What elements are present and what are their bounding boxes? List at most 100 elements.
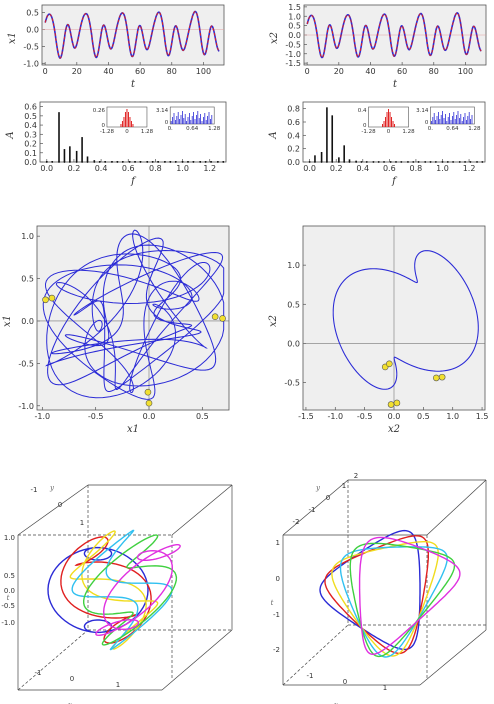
- ts-right-ylabel: x2: [269, 32, 280, 44]
- box3d_right-z-tick: -1: [273, 611, 280, 619]
- box3d_right-x-label: x: [334, 701, 338, 704]
- box3d_right-curve: [324, 535, 429, 655]
- spec_left-inset-phase-ymax: 3.14: [156, 108, 169, 114]
- spec_left-bar-base: [169, 161, 172, 163]
- phase_left-poincare-point: [144, 388, 152, 396]
- spec_right-bar-base: [395, 161, 397, 163]
- spec_left-bar-base: [134, 161, 136, 163]
- phase_left-poincare-point: [211, 313, 219, 321]
- spec-left-ylabel: A: [5, 131, 16, 139]
- spec_right-bar-base: [377, 161, 380, 163]
- box3d_left-x-tick: 0: [70, 675, 74, 683]
- spec_left-inset-amplitude-xtick: 1.28: [141, 129, 154, 135]
- ts-right-xtick-label: 100: [458, 67, 473, 76]
- spec-right-xtick-label: 1.2: [463, 164, 476, 173]
- phase-right-ytick-label: 0.5: [287, 300, 300, 309]
- spec-right-ylabel: A: [268, 131, 279, 139]
- spec_left-bar-base: [93, 161, 96, 163]
- phase-right-axes: -1.5 -1.0 -0.5 0.0 0.5 1.0 1.5 -0.5 0.0 0.5 1.0 x2 x…: [268, 225, 488, 435]
- phase-right-ylabel: x2: [268, 315, 279, 327]
- box3d_right-z-tick: -2: [273, 646, 280, 654]
- spec-right-ytick-label: 0.4: [287, 131, 300, 140]
- spec_left-bar-base: [98, 161, 101, 163]
- phase-right-xtick-label: 1.0: [446, 412, 459, 421]
- spec_right-bar-base: [412, 161, 415, 163]
- spec_right-bar-base: [429, 161, 432, 163]
- spec_right-bar-base: [476, 161, 478, 163]
- box3d_right-curve: [319, 529, 421, 651]
- spec_right-bar-base: [469, 161, 472, 163]
- box3d_left-z-tick: -1.0: [1, 619, 15, 627]
- spec_left-bar-base: [222, 161, 225, 163]
- phase-left-ytick-label: 0.5: [21, 275, 34, 284]
- box3d_left-x-tick: 1: [116, 681, 120, 689]
- spec_left-bar-base: [51, 161, 54, 163]
- phase-right-xtick-label: 0.0: [388, 412, 401, 421]
- spec_right-inset-amplitude-ymin: 0: [363, 123, 367, 129]
- spec_left-bar-base: [187, 161, 189, 163]
- box3d_right-z-tick: 0: [276, 575, 280, 583]
- phase-right-xtick-label: -1.0: [327, 412, 343, 421]
- box3d_right-y-tick: 2: [354, 472, 358, 480]
- box3d_left-z-tick: 0.5: [4, 572, 15, 580]
- spec_left-bar-base: [139, 161, 142, 163]
- box3d-left-wireframe: [17, 484, 233, 691]
- box3d_left-curve: [69, 530, 159, 650]
- spec_left-bar-base: [174, 161, 177, 163]
- spec-left-ytick-label: 0.1: [24, 149, 37, 158]
- spec-right-xtick-label: 1.0: [436, 164, 449, 173]
- spec_right-bar-base: [407, 161, 409, 163]
- spec_right-bar-base: [348, 161, 351, 163]
- spec_right-bar-base: [326, 161, 328, 163]
- box3d_left-z-tick: -0.5: [1, 602, 15, 610]
- box3d_right-curve: [358, 536, 461, 656]
- box3d_right-curve: [349, 542, 456, 658]
- spec-right-xtick-label: 0.6: [383, 164, 396, 173]
- spec-left-xtick-label: 0.2: [68, 164, 81, 173]
- spec_right-bar-base: [343, 161, 346, 163]
- spec_right-bar-base: [320, 161, 323, 163]
- phase-left-xtick-label: -0.5: [88, 412, 104, 421]
- spec-left-xtick-label: 1.0: [176, 164, 189, 173]
- ts-right-ytick-label: 0.0: [288, 31, 301, 40]
- spec_right-inset-phase-xtick: 1.28: [468, 126, 481, 132]
- ts-left-xtick-label: 0: [43, 67, 48, 76]
- phase-left-xtick-label: 0.0: [143, 412, 156, 421]
- phase-left-ytick-label: 0.0: [21, 317, 34, 326]
- spec_right-inset-amplitude-xtick: -1.28: [361, 129, 376, 135]
- spec-right-ytick-label: 0.8: [287, 105, 300, 114]
- phase-left-xtick-label: 0.5: [196, 412, 209, 421]
- ts-left-ytick-label: 0.5: [26, 8, 39, 17]
- spec-right-ytick-label: 0.0: [287, 158, 300, 167]
- box3d_left-curve: [71, 529, 173, 651]
- box3d_right-x-tick: 1: [383, 684, 387, 692]
- spec-left-xtick-label: 0.4: [95, 164, 108, 173]
- phase-left-xlabel: x1: [127, 424, 139, 435]
- spec-left-ytick-label: 0.6: [24, 103, 37, 112]
- spec_left-bar-base: [45, 161, 48, 163]
- spec_left-bar-base: [216, 161, 219, 163]
- phase-left-ytick-label: -1.0: [18, 402, 34, 411]
- spec_left-inset-amplitude-xtick: -1.28: [100, 129, 115, 135]
- phase_right-poincare-point: [387, 401, 395, 408]
- box3d_right-curve: [339, 546, 448, 658]
- spec_right-bar-base: [446, 161, 449, 163]
- spec_right-inset-phase-ymax: 3.14: [416, 108, 429, 114]
- spec_right-bar-base: [441, 161, 444, 163]
- spec_right-bar-base: [372, 161, 375, 163]
- spec_right-inset-amplitude-xtick: 1.28: [402, 129, 415, 135]
- spec_left-bar-base: [116, 161, 119, 163]
- spec_left-bar-base: [121, 161, 124, 163]
- box3d_right-y-tick: 0: [326, 494, 330, 502]
- spec-left-xtick-label: 1.2: [203, 164, 216, 173]
- spec-right-xtick-label: 0.2: [330, 164, 343, 173]
- box3d_right-y-tick: -2: [293, 518, 300, 526]
- spec_right-bar-base: [452, 161, 455, 163]
- ts-right-ytick-label: 1.0: [288, 12, 301, 21]
- spec-right-xlabel: f: [391, 176, 398, 187]
- spec_right-bar-base: [417, 161, 420, 163]
- spec_right-bar-base: [424, 161, 427, 163]
- spec_left-bar-base: [63, 161, 66, 163]
- ts-right-ytick-label: -1.0: [285, 50, 301, 59]
